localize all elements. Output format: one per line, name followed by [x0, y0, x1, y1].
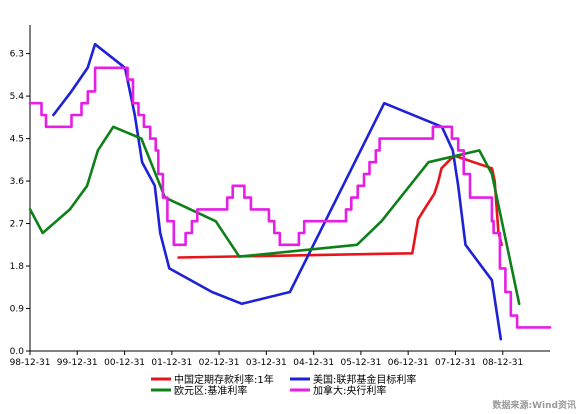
y-tick-label: 5.4: [10, 92, 25, 102]
x-tick-label: 98-12-31: [10, 358, 51, 368]
legend-label-2: 欧元区:基准利率: [174, 384, 247, 397]
x-tick-label: 05-12-31: [340, 358, 381, 368]
series-line-1: [52, 42, 503, 341]
legend-label-0: 中国定期存款利率:1年: [174, 373, 274, 386]
legend-item-0: 中国定期存款利率:1年: [151, 373, 274, 386]
legend-label-3: 加拿大:央行利率: [313, 384, 386, 397]
x-tick-label: 03-12-31: [246, 358, 287, 368]
legend-item-2: 欧元区:基准利率: [151, 384, 247, 397]
legend: 中国定期存款利率:1年 美国:联邦基金目标利率 欧元区:基准利率 加拿大:央行利…: [151, 373, 416, 397]
legend-item-3: 加拿大:央行利率: [290, 384, 386, 397]
y-tick-label: 4.5: [10, 135, 24, 145]
y-tick-label: 6.3: [10, 50, 24, 60]
x-tick-label: 06-12-31: [388, 358, 429, 368]
legend-label-1: 美国:联邦基金目标利率: [313, 373, 416, 386]
x-tick-label: 07-12-31: [435, 358, 476, 368]
y-tick-label: 0.0: [10, 347, 25, 357]
series-line-3: [28, 66, 552, 329]
x-tick-label: 08-12-31: [482, 358, 523, 368]
x-tick-label: 02-12-31: [199, 358, 240, 368]
series-layer: [28, 42, 552, 341]
x-tick-label: 01-12-31: [151, 358, 192, 368]
y-tick-label: 1.8: [10, 262, 25, 272]
x-tick-label: 00-12-31: [104, 358, 145, 368]
x-tick-label: 04-12-31: [293, 358, 334, 368]
y-tick-label: 2.7: [10, 220, 24, 230]
x-tick-label: 99-12-31: [57, 358, 98, 368]
series-line-2: [28, 125, 521, 306]
axes: 0.0 0.9 1.8 2.7 3.6 4.5 5.4 6.3 98-12-31 99-12-31…: [10, 25, 550, 368]
data-source-note: 数据来源:Wind资讯: [493, 399, 576, 411]
y-tick-label: 3.6: [10, 177, 25, 187]
y-tick-label: 0.9: [10, 305, 25, 315]
legend-item-1: 美国:联邦基金目标利率: [290, 373, 416, 386]
